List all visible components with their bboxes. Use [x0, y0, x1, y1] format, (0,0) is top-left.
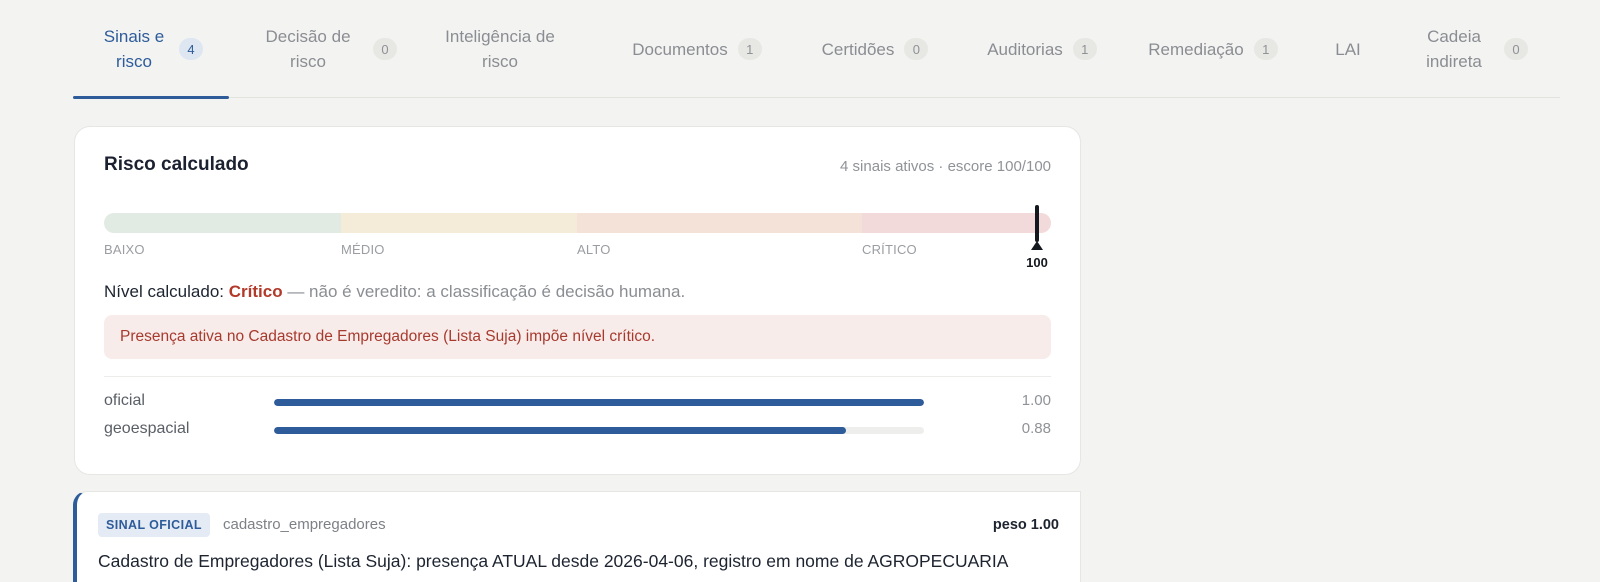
- tab-count-badge: 4: [179, 38, 203, 60]
- risk-card: Risco calculado 4 sinais ativos · escore…: [74, 126, 1081, 475]
- tab-lai[interactable]: LAI: [1313, 0, 1383, 98]
- metric-track: [274, 399, 924, 406]
- signal-source: cadastro_empregadores: [223, 516, 386, 533]
- tab-label: Documentos: [632, 39, 728, 59]
- tab-auditorias[interactable]: Auditorias 1: [966, 0, 1118, 98]
- signal-weight: peso 1.00: [992, 517, 1059, 533]
- scale-label-medio: MÉDIO: [341, 242, 385, 257]
- risk-segment-baixo: [104, 213, 341, 233]
- metric-track: [274, 427, 924, 434]
- metric-row-geoespacial: geoespacial 0.88: [104, 420, 1051, 442]
- tab-label: Inteligência de risco: [445, 27, 555, 71]
- tab-label: Certidões: [821, 39, 895, 59]
- tab-bar: Sinais e risco 4 Decisão de risco 0 Inte…: [73, 0, 1560, 99]
- tab-label: Remediação: [1148, 39, 1244, 59]
- scale-label-critico: CRÍTICO: [862, 242, 917, 257]
- level-prefix: Nível calculado:: [104, 282, 225, 301]
- tab-label: Auditorias: [987, 39, 1063, 59]
- score-value: 100: [1026, 255, 1048, 270]
- score-marker-pointer: [1031, 241, 1043, 250]
- tab-count-badge: 1: [1072, 38, 1097, 60]
- divider: [104, 376, 1051, 377]
- level-note: — não é veredito: a classificação é deci…: [287, 282, 686, 301]
- metric-value: 1.00: [1021, 392, 1051, 409]
- tab-label: Sinais e risco: [103, 27, 165, 71]
- tab-count-badge: 1: [737, 38, 762, 60]
- tab-count-badge: 0: [1504, 38, 1528, 60]
- metric-name: oficial: [104, 392, 145, 409]
- risk-scale-bar: [104, 213, 1051, 233]
- critical-alert: Presença ativa no Cadastro de Empregador…: [104, 315, 1051, 359]
- metric-name: geoespacial: [104, 420, 190, 437]
- tab-label: LAI: [1335, 39, 1361, 59]
- tab-label: Decisão de risco: [265, 27, 351, 71]
- tab-count-badge: 1: [1253, 38, 1278, 60]
- signal-type-badge: SINAL OFICIAL: [98, 513, 210, 537]
- calculated-level: Nível calculado: Crítico — não é veredit…: [104, 282, 685, 302]
- scale-label-baixo: BAIXO: [104, 242, 145, 257]
- tab-label: Cadeia indireta: [1426, 27, 1482, 71]
- tab-inteligencia-de-risco[interactable]: Inteligência de risco: [423, 0, 577, 98]
- signal-card[interactable]: SINAL OFICIAL cadastro_empregadores peso…: [73, 491, 1081, 582]
- tab-count-badge: 0: [373, 38, 397, 60]
- risk-segment-critico: [862, 213, 1051, 233]
- risk-segment-medio: [341, 213, 577, 233]
- level-value: Crítico: [228, 282, 283, 301]
- risk-summary: 4 sinais ativos · escore 100/100: [840, 158, 1051, 175]
- metric-fill: [274, 427, 846, 434]
- tab-sinais-e-risco[interactable]: Sinais e risco 4: [73, 0, 229, 99]
- score-marker: [1035, 205, 1039, 242]
- scale-label-alto: ALTO: [577, 242, 611, 257]
- signal-description: Cadastro de Empregadores (Lista Suja): p…: [98, 551, 1009, 571]
- metric-row-oficial: oficial 1.00: [104, 392, 1051, 414]
- risk-segment-alto: [577, 213, 862, 233]
- metric-value: 0.88: [1021, 420, 1051, 437]
- tab-certidoes[interactable]: Certidões 0: [800, 0, 950, 98]
- tab-remediacao[interactable]: Remediação 1: [1133, 0, 1293, 98]
- tab-decisao-de-risco[interactable]: Decisão de risco 0: [241, 0, 409, 98]
- tab-documentos[interactable]: Documentos 1: [607, 0, 787, 98]
- metric-fill: [274, 399, 924, 406]
- card-title: Risco calculado: [104, 154, 249, 175]
- tab-count-badge: 0: [904, 38, 929, 60]
- tab-cadeia-indireta[interactable]: Cadeia indireta 0: [1391, 0, 1551, 98]
